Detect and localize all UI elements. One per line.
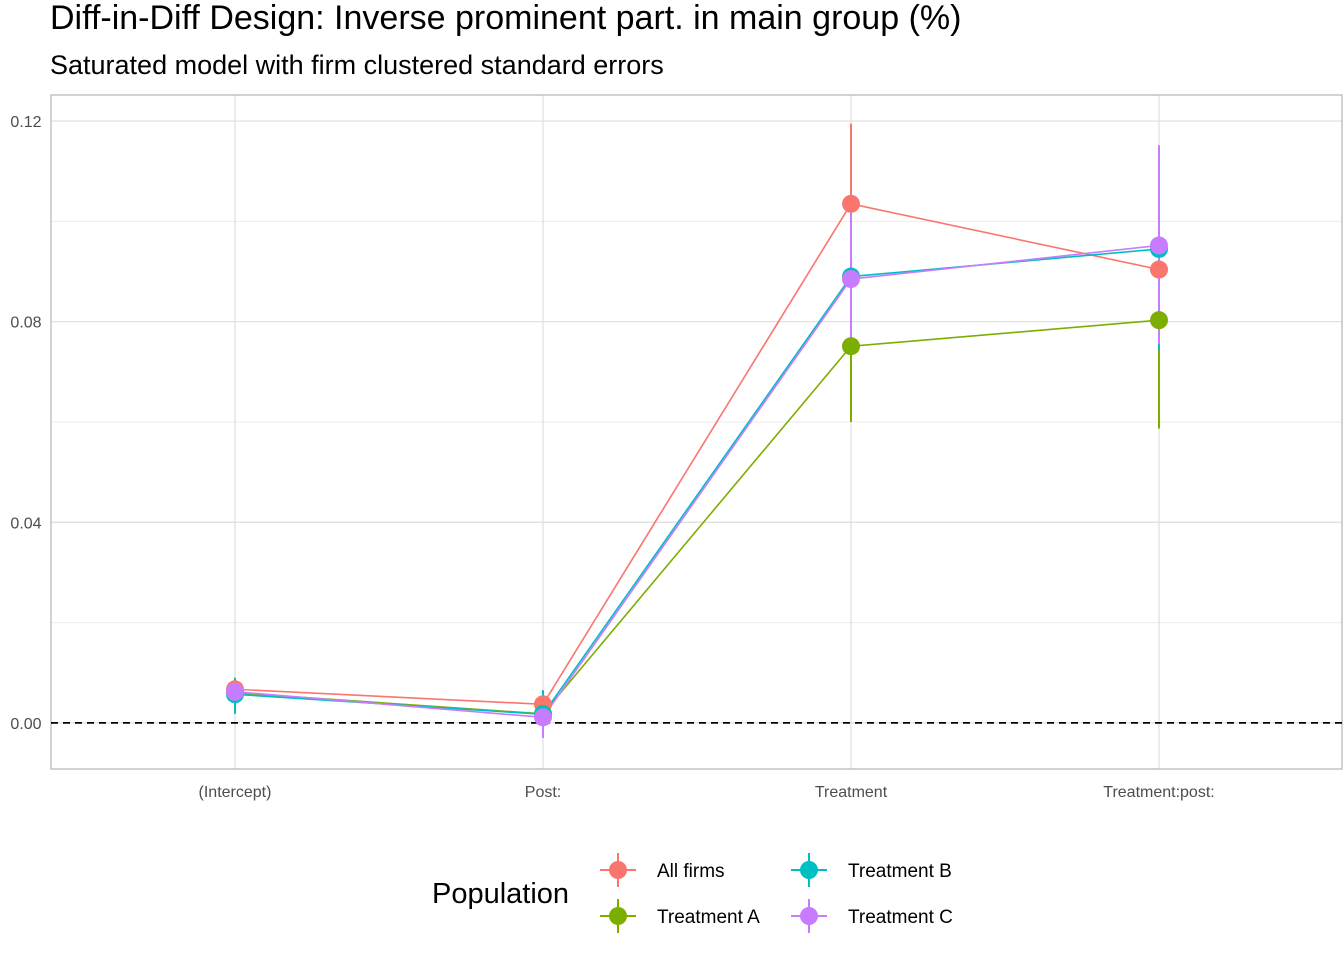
x-tick-label: (Intercept) <box>199 784 272 801</box>
data-point <box>534 708 552 727</box>
legend-title: Population <box>432 878 569 910</box>
legend-label: Treatment B <box>848 861 952 882</box>
data-point <box>842 194 860 213</box>
legend-key-point <box>800 907 818 925</box>
y-tick-label: 0.04 <box>10 515 41 532</box>
legend-label: Treatment C <box>848 907 953 928</box>
legend-item: All firms <box>600 853 725 887</box>
chart-title: Diff-in-Diff Design: Inverse prominent p… <box>50 0 961 37</box>
minor-gridlines <box>51 220 1342 624</box>
y-tick-label: 0.08 <box>10 315 41 332</box>
series-line <box>234 319 1160 715</box>
legend-item: Treatment A <box>600 899 760 933</box>
data-point <box>842 270 860 289</box>
legend-item: Treatment C <box>791 899 953 933</box>
x-axis-ticks: (Intercept) Post: Treatment Treatment:post: <box>199 784 1215 801</box>
data-point <box>842 337 860 356</box>
legend-key-point <box>609 861 627 879</box>
y-tick-label: 0.12 <box>10 114 41 131</box>
series-line <box>234 202 1160 706</box>
x-tick-label: Treatment <box>815 784 888 801</box>
chart-subtitle: Saturated model with firm clustered stan… <box>50 50 664 80</box>
series-line <box>234 244 1160 719</box>
legend-item: Treatment B <box>791 853 952 887</box>
legend-key-point <box>609 907 627 925</box>
plot-panel-border <box>50 94 1343 770</box>
legend-key-point <box>800 861 818 879</box>
data-point <box>1150 236 1168 255</box>
series-layer <box>226 123 1168 738</box>
legend-label: All firms <box>657 861 725 882</box>
data-point <box>226 682 244 701</box>
series-points <box>226 194 1168 727</box>
legend-label: Treatment A <box>657 907 760 928</box>
x-tick-label: Treatment:post: <box>1103 784 1214 801</box>
data-point <box>1150 311 1168 330</box>
x-tick-label: Post: <box>525 784 561 801</box>
series-line <box>234 248 1160 716</box>
series-errorbars <box>234 123 1160 738</box>
legend: Population All firms Treatment A Treatment… <box>432 853 953 933</box>
series-lines <box>234 202 1160 719</box>
y-tick-label: 0.00 <box>10 716 41 733</box>
y-axis-ticks: 0.00 0.04 0.08 0.12 <box>10 114 41 733</box>
major-gridlines <box>51 95 1342 769</box>
data-point <box>1150 260 1168 279</box>
